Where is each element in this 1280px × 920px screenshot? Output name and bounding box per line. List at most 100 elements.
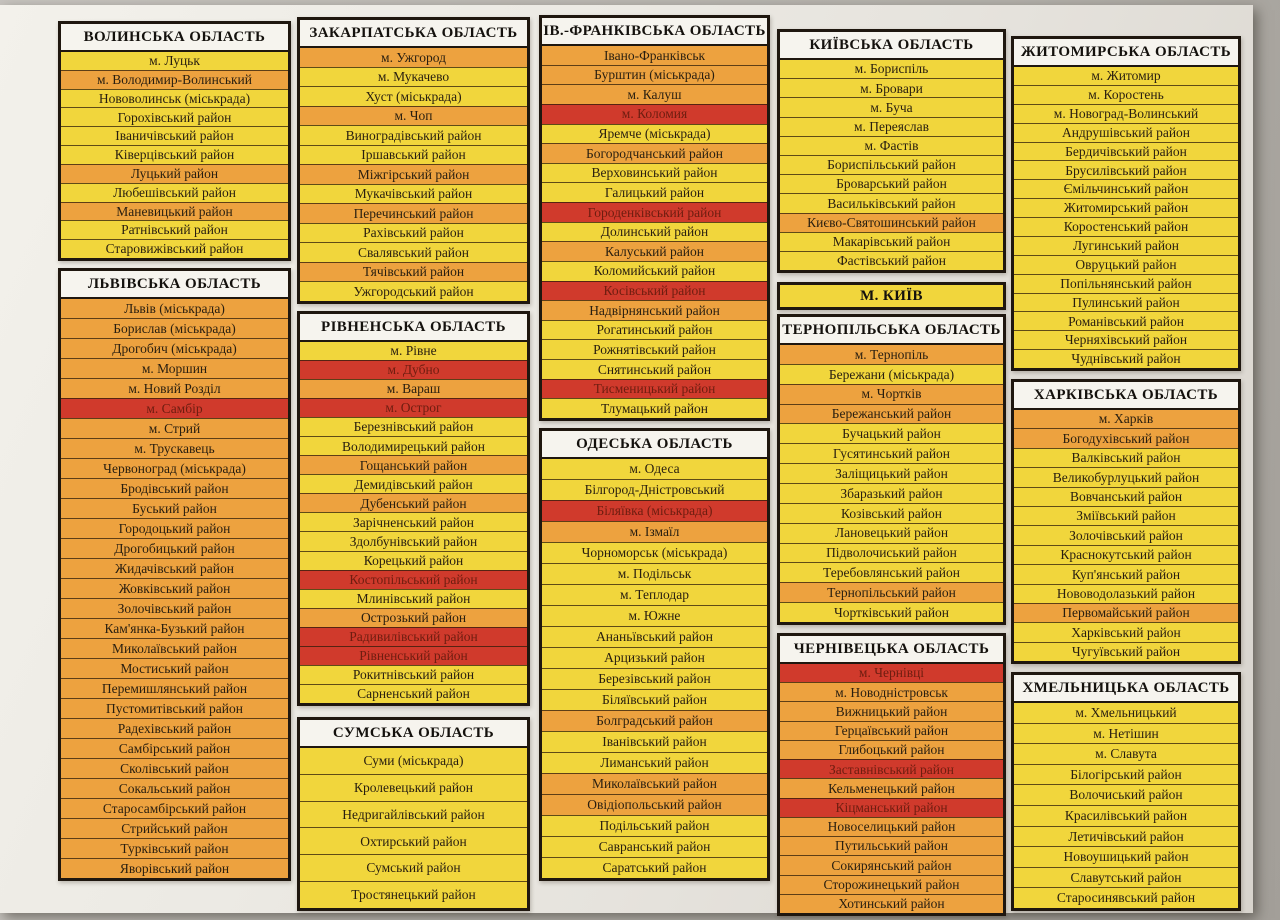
district-row: Пустомитівський район — [61, 698, 288, 718]
district-row: Васильківський район — [780, 193, 1003, 213]
district-row: Червоноград (міськрада) — [61, 458, 288, 478]
district-row: Хотинський район — [780, 893, 1003, 914]
district-row: Біляївка (міськрада) — [542, 500, 767, 521]
district-row: Макарівський район — [780, 231, 1003, 251]
region-header: КИЇВСЬКА ОБЛАСТЬ — [780, 32, 1003, 60]
district-row: Фастівський район — [780, 250, 1003, 271]
district-row: Бережани (міськрада) — [780, 363, 1003, 384]
district-row: Богородчанський район — [542, 143, 767, 163]
district-row: Гощанський район — [300, 455, 527, 475]
region-header: СУМСЬКА ОБЛАСТЬ — [300, 720, 527, 748]
region-block-ternopil: ТЕРНОПІЛЬСЬКА ОБЛАСТЬ м. Тернопіль Бережан… — [777, 314, 1006, 625]
district-row: Радехівський район — [61, 718, 288, 738]
district-row: м. Трускавець — [61, 438, 288, 458]
district-row: Мостиський район — [61, 658, 288, 678]
district-rows: Львів (міськрада) Борислав (міськрада) Дро… — [61, 299, 288, 878]
district-row: Новоселицький район — [780, 816, 1003, 837]
region-block-ivano-frankivsk: ІВ.-ФРАНКІВСЬКА ОБЛАСТЬ Івано-Франківськ Б… — [539, 15, 770, 421]
district-row: Чорноморськ (міськрада) — [542, 542, 767, 563]
district-row: Овруцький район — [1014, 254, 1238, 274]
district-row: м. Переяслав — [780, 116, 1003, 136]
district-row: Березнівський район — [300, 417, 527, 437]
district-row: Овідіопольський район — [542, 794, 767, 815]
district-row: Галицький район — [542, 182, 767, 202]
district-row: Вовчанський район — [1014, 486, 1238, 506]
district-row: Сколівський район — [61, 758, 288, 778]
district-row: м. Володимир-Волинський — [61, 69, 288, 89]
district-row: Снятинський район — [542, 359, 767, 379]
district-row: Ратнівський район — [61, 220, 288, 240]
district-row: Бродівський район — [61, 478, 288, 498]
district-row: Городоцький район — [61, 518, 288, 538]
district-row: Миколаївський район — [61, 638, 288, 658]
district-row: м. Харків — [1014, 410, 1238, 429]
district-row: Перечинський район — [300, 203, 527, 223]
district-row: Іваничівський район — [61, 126, 288, 146]
district-row: м. Чоп — [300, 105, 527, 126]
district-row: Чуднівський район — [1014, 349, 1238, 368]
district-row: Дубенський район — [300, 493, 527, 513]
district-row: Рокитнівський район — [300, 664, 527, 684]
district-row: м. Бровари — [780, 78, 1003, 98]
district-row: Дрогобицький район — [61, 538, 288, 558]
region-block-kyivska: КИЇВСЬКА ОБЛАСТЬ м. Бориспіль м. Бровари м.… — [777, 29, 1006, 273]
district-row: Тернопільський район — [780, 582, 1003, 603]
district-row: Летичівський район — [1014, 825, 1238, 847]
district-row: Гусятинський район — [780, 443, 1003, 464]
district-row: Калуський район — [542, 241, 767, 261]
district-row: Іванівський район — [542, 731, 767, 752]
district-row: Кіцманський район — [780, 797, 1003, 817]
district-row: м. Мукачево — [300, 66, 527, 87]
district-row: Золочівський район — [61, 598, 288, 618]
district-row: Виноградівський район — [300, 125, 527, 145]
region-block-volyn: ВОЛИНСЬКА ОБЛАСТЬ м. Луцьк м. Володимир-Во… — [58, 21, 291, 261]
district-row: Рівненський район — [300, 645, 527, 665]
district-row: Самбірський район — [61, 738, 288, 758]
district-row: Тлумацький район — [542, 398, 767, 418]
district-row: Великобурлуцький район — [1014, 467, 1238, 487]
district-row: Ужгородський район — [300, 281, 527, 301]
district-row: Лиманський район — [542, 752, 767, 773]
district-row: Турківський район — [61, 838, 288, 858]
district-row: Білгород-Дністровський — [542, 479, 767, 500]
region-header: ІВ.-ФРАНКІВСЬКА ОБЛАСТЬ — [542, 18, 767, 46]
region-block-rivne: РІВНЕНСЬКА ОБЛАСТЬ м. Рівне м. Дубно м. Вар… — [297, 311, 530, 706]
district-row: Острозький район — [300, 607, 527, 627]
district-row: Старосинявський район — [1014, 887, 1238, 908]
district-row: Сокальський район — [61, 778, 288, 798]
district-row: Підволочиський район — [780, 542, 1003, 563]
district-row: Бурштин (міськрада) — [542, 64, 767, 85]
district-row: Івано-Франківськ — [542, 46, 767, 65]
district-row: Куп'янський район — [1014, 564, 1238, 584]
district-row: м. Нетішин — [1014, 722, 1238, 744]
district-rows: м. Харків Богодухівський район Валківський… — [1014, 410, 1238, 662]
district-row: Здолбунівський район — [300, 531, 527, 551]
district-row: Луцький район — [61, 163, 288, 183]
district-row: Жидачівський район — [61, 558, 288, 578]
district-rows: м. Рівне м. Дубно м. Вараш м. Острог Березні… — [300, 342, 527, 703]
district-row: Зарічненський район — [300, 512, 527, 532]
district-row: Красилівський район — [1014, 804, 1238, 826]
district-row: Вижницький район — [780, 701, 1003, 721]
district-row: Білогірський район — [1014, 763, 1238, 785]
district-row: Арцизький район — [542, 647, 767, 668]
district-row: Коростенський район — [1014, 217, 1238, 236]
district-row: Рахівський район — [300, 222, 527, 243]
district-row: Житомирський район — [1014, 198, 1238, 217]
district-row: Надвірнянський район — [542, 300, 767, 320]
district-row: Ківерцівський район — [61, 145, 288, 164]
district-row: Кам'янка-Бузький район — [61, 618, 288, 638]
district-row: м. Коростень — [1014, 84, 1238, 104]
region-header: РІВНЕНСЬКА ОБЛАСТЬ — [300, 314, 527, 342]
region-block-zakarpattia: ЗАКАРПАТСЬКА ОБЛАСТЬ м. Ужгород м. Мукачев… — [297, 17, 530, 304]
district-row: м. Коломия — [542, 103, 767, 124]
region-header: ЛЬВІВСЬКА ОБЛАСТЬ — [61, 271, 288, 299]
district-row: Яремче (міськрада) — [542, 123, 767, 144]
district-row: Свалявський район — [300, 242, 527, 262]
region-block-lviv: ЛЬВІВСЬКА ОБЛАСТЬ Львів (міськрада) Борисл… — [58, 268, 291, 881]
district-row: м. Хмельницький — [1014, 703, 1238, 723]
district-row: Козівський район — [780, 502, 1003, 523]
district-row: Ананьївський район — [542, 626, 767, 647]
region-header: ХАРКІВСЬКА ОБЛАСТЬ — [1014, 382, 1238, 410]
district-row: Саратський район — [542, 857, 767, 878]
